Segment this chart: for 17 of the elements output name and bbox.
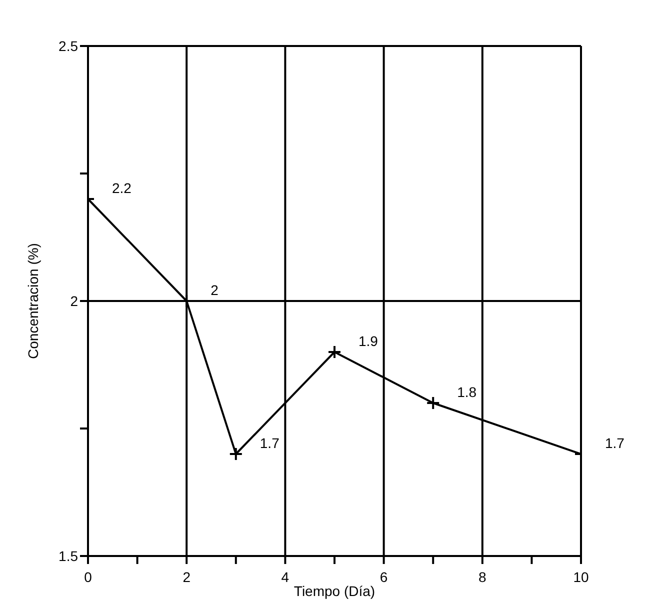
x-axis-title: Tiempo (Día) — [294, 583, 376, 599]
data-label: 1.7 — [605, 435, 625, 451]
x-tick-label: 0 — [84, 569, 92, 585]
x-tick-label: 2 — [182, 569, 191, 585]
y-axis-title: Concentracion (%) — [24, 243, 41, 359]
y-tick-label: 2.5 — [58, 38, 78, 54]
x-tick-label: 10 — [573, 569, 589, 585]
x-tick-label: 6 — [380, 569, 388, 585]
data-label: 1.8 — [457, 384, 477, 400]
y-tick-label: 2 — [70, 292, 78, 309]
data-label: 1.9 — [358, 333, 378, 349]
y-tick-label: 1.5 — [58, 548, 78, 564]
x-tick-label: 8 — [478, 569, 486, 585]
x-tick-label: 4 — [281, 569, 290, 585]
data-label: 2.2 — [112, 180, 132, 196]
data-label: 2 — [210, 282, 219, 298]
data-label: 1.7 — [260, 435, 280, 451]
